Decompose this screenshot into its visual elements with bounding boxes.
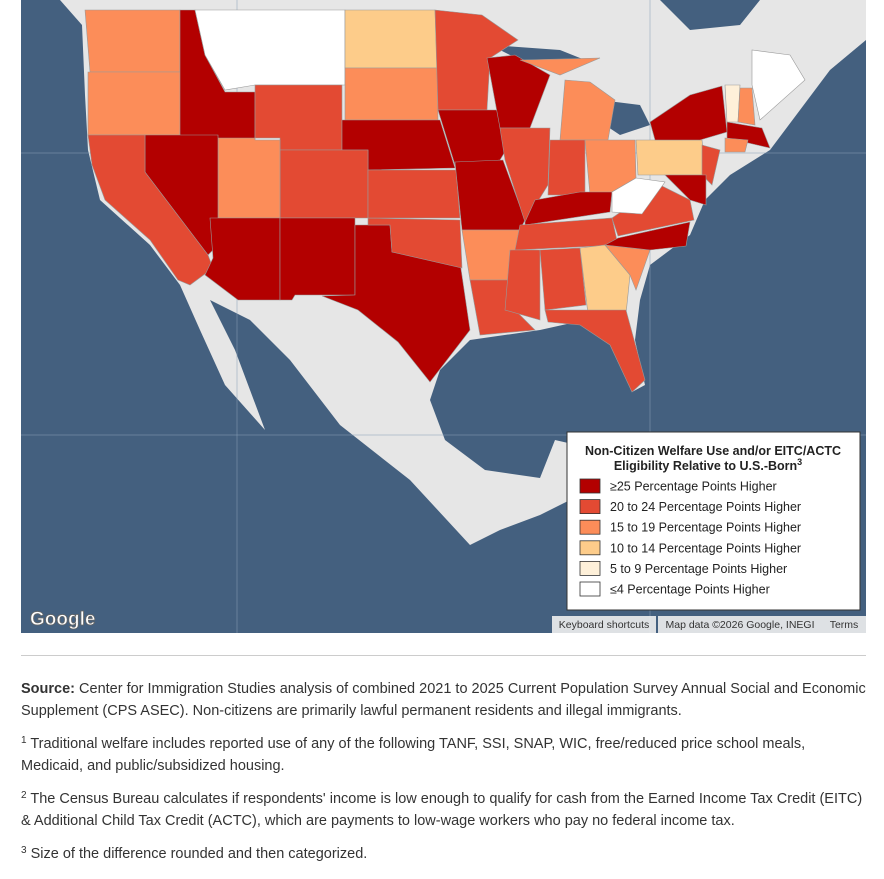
state bbox=[604, 221, 691, 251]
source-text: Center for Immigration Studies analysis … bbox=[21, 681, 866, 719]
state bbox=[559, 79, 616, 141]
divider bbox=[21, 655, 866, 656]
states bbox=[84, 9, 806, 393]
source-note: Source: Center for Immigration Studies a… bbox=[21, 678, 867, 722]
footnote: 1 Traditional welfare includes reported … bbox=[21, 733, 867, 777]
legend-title: Eligibility Relative to U.S.-Born3 bbox=[614, 457, 802, 473]
state bbox=[344, 9, 438, 69]
legend-swatch bbox=[579, 581, 601, 597]
legend-label: 10 to 14 Percentage Points Higher bbox=[610, 541, 801, 555]
attribution-bg bbox=[552, 616, 656, 633]
state bbox=[344, 67, 439, 121]
state bbox=[611, 177, 666, 215]
state bbox=[87, 71, 184, 136]
state bbox=[217, 137, 281, 219]
legend-box bbox=[566, 431, 861, 611]
state bbox=[367, 169, 461, 219]
state bbox=[367, 217, 463, 269]
terms-link[interactable]: Terms bbox=[830, 619, 859, 631]
state bbox=[635, 139, 707, 176]
legend-label: 15 to 19 Percentage Points Higher bbox=[610, 521, 801, 535]
state bbox=[279, 217, 356, 301]
source-label: Source: bbox=[21, 681, 75, 697]
state bbox=[751, 49, 806, 121]
legend-label: 5 to 9 Percentage Points Higher bbox=[610, 562, 787, 576]
state bbox=[664, 174, 707, 206]
map-data: Map data ©2026 Google, INEGI bbox=[666, 619, 815, 631]
state bbox=[87, 134, 214, 286]
footnote-marker: 2 bbox=[21, 790, 27, 801]
legend-swatch bbox=[579, 519, 601, 535]
legend-swatch bbox=[579, 478, 601, 494]
bay bbox=[660, 0, 760, 30]
state bbox=[519, 57, 601, 76]
state bbox=[724, 84, 741, 123]
legend-label: ≤4 Percentage Points Higher bbox=[610, 583, 770, 597]
state bbox=[726, 121, 771, 149]
footnote-marker: 3 bbox=[797, 457, 802, 467]
state bbox=[504, 249, 541, 321]
map[interactable]: Non-Citizen Welfare Use and/or EITC/ACTC… bbox=[21, 0, 866, 633]
legend-title: Non-Citizen Welfare Use and/or EITC/ACTC bbox=[585, 444, 841, 458]
footnote: 2 The Census Bureau calculates if respon… bbox=[21, 788, 867, 832]
footnote-marker: 1 bbox=[21, 735, 27, 746]
state bbox=[279, 149, 369, 219]
legend-swatch bbox=[579, 540, 601, 556]
footnote-text: The Census Bureau calculates if responde… bbox=[21, 791, 863, 829]
state bbox=[737, 87, 756, 126]
footnote-text: Size of the difference rounded and then … bbox=[30, 846, 368, 862]
google-logo: Google bbox=[30, 609, 95, 630]
state bbox=[486, 54, 551, 129]
legend-swatch bbox=[579, 499, 601, 515]
state bbox=[544, 309, 646, 393]
state bbox=[701, 144, 721, 186]
attribution-bg bbox=[658, 616, 866, 633]
legend-swatch bbox=[579, 561, 601, 576]
footnote-text: Traditional welfare includes reported us… bbox=[21, 736, 806, 774]
legend-label: 20 to 24 Percentage Points Higher bbox=[610, 500, 801, 514]
state bbox=[579, 244, 631, 315]
state bbox=[84, 9, 181, 73]
legend-title: Eligibility Relative to U.S.-Born bbox=[614, 459, 797, 473]
state bbox=[724, 137, 749, 153]
footnote-marker: 3 bbox=[21, 845, 27, 856]
footnote: 3 Size of the difference rounded and the… bbox=[21, 843, 867, 865]
legend: ≥25 Percentage Points Higher 20 to 24 Per… bbox=[579, 478, 801, 597]
keyboard-shortcuts[interactable]: Keyboard shortcuts bbox=[559, 619, 649, 631]
state bbox=[469, 279, 536, 336]
state bbox=[547, 139, 586, 196]
legend-label: ≥25 Percentage Points Higher bbox=[610, 480, 777, 494]
state bbox=[539, 247, 587, 311]
